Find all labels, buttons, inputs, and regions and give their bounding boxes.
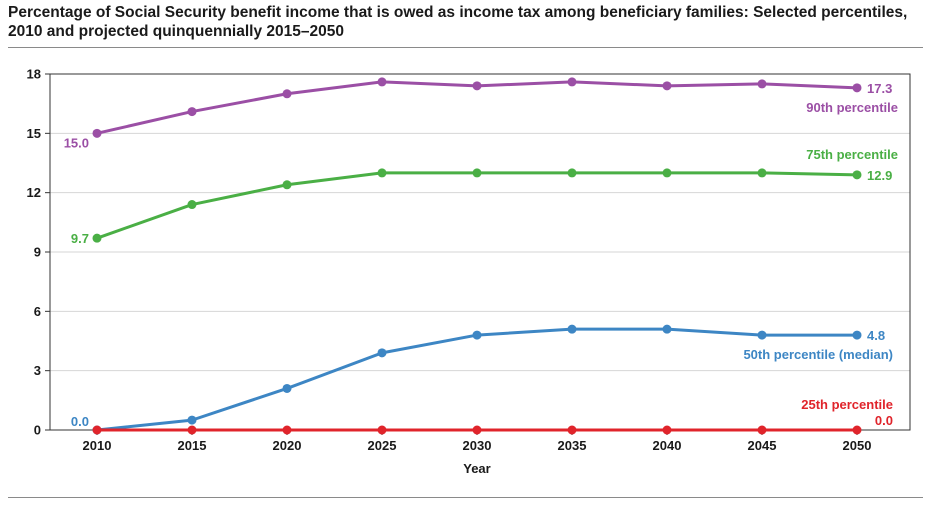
- bottom-divider: [8, 497, 923, 498]
- series-label-50th: 50th percentile (median): [743, 347, 893, 362]
- point-75th-percentile-2020: [282, 180, 292, 190]
- point-90th-percentile-2010: [92, 128, 102, 138]
- point-25th-percentile-2040: [662, 425, 672, 435]
- y-tick-label-3: 3: [34, 363, 41, 378]
- y-tick-label-18: 18: [27, 67, 41, 82]
- series-label-25th: 25th percentile: [801, 397, 893, 412]
- y-tick-label-9: 9: [34, 245, 41, 260]
- point-90th-percentile-2035: [567, 77, 577, 87]
- end-value-25th: 0.0: [875, 413, 893, 428]
- end-value-50th: 4.8: [867, 328, 885, 343]
- series-label-90th: 90th percentile: [806, 100, 898, 115]
- y-tick-label-0: 0: [34, 423, 41, 438]
- end-value-75th: 12.9: [867, 168, 892, 183]
- point-25th-percentile-2030: [472, 425, 482, 435]
- series-layer: [92, 77, 862, 435]
- x-tick-label-2025: 2025: [368, 438, 397, 453]
- grid-lines: [50, 73, 910, 372]
- end-value-90th: 17.3: [867, 81, 892, 96]
- point-50th-percentile-median-2035: [567, 324, 577, 334]
- series-line-50th-percentile-median: [96, 327, 857, 432]
- x-tick-label-2010: 2010: [83, 438, 112, 453]
- point-75th-percentile-2025: [377, 168, 387, 178]
- point-25th-percentile-2020: [282, 425, 292, 435]
- point-90th-percentile-2050: [852, 83, 862, 93]
- start-value-50th: 0.0: [71, 414, 89, 429]
- x-tick-label-2035: 2035: [558, 438, 587, 453]
- point-50th-percentile-median-2030: [472, 330, 482, 340]
- point-50th-percentile-median-2025: [377, 348, 387, 358]
- x-tick-label-2015: 2015: [178, 438, 207, 453]
- point-25th-percentile-2045: [757, 425, 767, 435]
- point-50th-percentile-median-2015: [187, 415, 197, 425]
- y-tick-label-15: 15: [27, 126, 41, 141]
- point-90th-percentile-2045: [757, 79, 767, 89]
- point-75th-percentile-2010: [92, 233, 102, 243]
- point-25th-percentile-2015: [187, 425, 197, 435]
- point-75th-percentile-2035: [567, 168, 577, 178]
- point-50th-percentile-median-2020: [282, 383, 292, 393]
- point-75th-percentile-2030: [472, 168, 482, 178]
- point-25th-percentile-2035: [567, 425, 577, 435]
- series-line-75th-percentile: [96, 171, 858, 240]
- x-tick-label-2030: 2030: [463, 438, 492, 453]
- axes: 0 3 6 9 12 15 18 2010 2015 2020 2025 2030 2035 2040 20…: [27, 67, 911, 453]
- point-25th-percentile-2025: [377, 425, 387, 435]
- start-value-90th: 15.0: [64, 135, 89, 150]
- point-75th-percentile-2045: [757, 168, 767, 178]
- point-50th-percentile-median-2050: [852, 330, 862, 340]
- point-25th-percentile-2010: [92, 425, 102, 435]
- point-50th-percentile-median-2045: [757, 330, 767, 340]
- series-label-75th: 75th percentile: [806, 147, 898, 162]
- top-divider: [8, 47, 923, 48]
- x-tick-label-2020: 2020: [273, 438, 302, 453]
- x-axis-title: Year: [463, 461, 490, 476]
- point-75th-percentile-2040: [662, 168, 672, 178]
- x-tick-label-2050: 2050: [843, 438, 872, 453]
- point-90th-percentile-2015: [187, 107, 197, 117]
- labels-layer: 15.0 17.3 90th percentile 9.7 12.9 75th perce…: [64, 81, 898, 429]
- start-value-75th: 9.7: [71, 231, 89, 246]
- point-90th-percentile-2040: [662, 81, 672, 91]
- x-tick-label-2040: 2040: [653, 438, 682, 453]
- point-90th-percentile-2020: [282, 89, 292, 99]
- y-tick-label-6: 6: [34, 304, 41, 319]
- x-tick-label-2045: 2045: [748, 438, 777, 453]
- point-90th-percentile-2025: [377, 77, 387, 87]
- y-tick-label-12: 12: [27, 185, 41, 200]
- point-50th-percentile-median-2040: [662, 324, 672, 334]
- chart-title: Percentage of Social Security benefit in…: [8, 4, 908, 40]
- point-75th-percentile-2015: [187, 200, 197, 210]
- point-75th-percentile-2050: [852, 170, 862, 180]
- point-25th-percentile-2050: [852, 425, 862, 435]
- point-90th-percentile-2030: [472, 81, 482, 91]
